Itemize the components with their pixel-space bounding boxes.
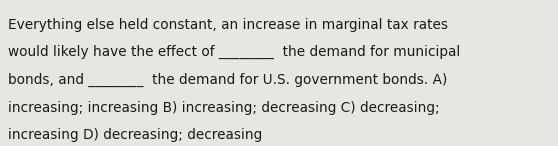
Text: Everything else held constant, an increase in marginal tax rates: Everything else held constant, an increa… [8,18,449,32]
Text: bonds, and ________  the demand for U.S. government bonds. A): bonds, and ________ the demand for U.S. … [8,73,448,87]
Text: would likely have the effect of ________  the demand for municipal: would likely have the effect of ________… [8,45,460,59]
Text: increasing D) decreasing; decreasing: increasing D) decreasing; decreasing [8,128,263,142]
Text: increasing; increasing B) increasing; decreasing C) decreasing;: increasing; increasing B) increasing; de… [8,101,440,115]
